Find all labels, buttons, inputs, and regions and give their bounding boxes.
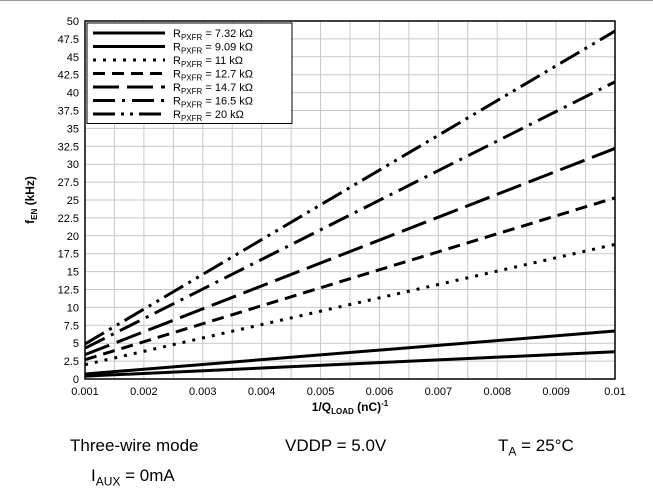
y-tick-label: 5 xyxy=(73,338,79,350)
y-tick-label: 22.5 xyxy=(58,213,79,225)
ta-symbol: T xyxy=(498,436,509,455)
plot-frame xyxy=(84,20,616,380)
y-tick-label: 30 xyxy=(67,159,79,171)
legend-label-2: RPXFR = 9.09 kΩ xyxy=(173,42,253,56)
x-tick-label: 0.01 xyxy=(604,386,625,398)
legend-label-4: RPXFR = 12.7 kΩ xyxy=(173,69,253,83)
y-tick-label: 25 xyxy=(67,195,79,207)
y-tick-label: 2.5 xyxy=(64,356,79,368)
x-tick-label: 0.009 xyxy=(542,386,570,398)
vddp-text: VDDP = 5.0V xyxy=(285,436,387,455)
series-line-4 xyxy=(84,196,616,362)
caption-iaux: IAUX = 0mA xyxy=(91,466,175,488)
iaux-symbol: I xyxy=(91,466,96,485)
x-tick-label: 0.007 xyxy=(425,386,453,398)
chart: 0 2.5 5 7.5 10 12.5 15 17.5 20 22.5 25 27.5 30 32.5 35… xyxy=(23,16,626,416)
series-line-3 xyxy=(84,242,616,367)
series-line-7 xyxy=(84,29,616,346)
ta-subscript: A xyxy=(508,444,517,459)
x-tick-label: 0.005 xyxy=(307,386,335,398)
x-tick-label: 0.003 xyxy=(189,386,217,398)
legend-label-7: RPXFR = 20 kΩ xyxy=(173,109,244,123)
series-group xyxy=(84,29,616,378)
series-line-5 xyxy=(84,147,616,357)
x-axis-title: 1/QLOAD (nC)-1 xyxy=(312,399,389,416)
iaux-subscript: AUX xyxy=(95,474,121,489)
y-tick-label: 35 xyxy=(67,123,79,135)
ta-value: = 25°C xyxy=(516,436,574,455)
y-tick-label: 50 xyxy=(67,16,79,28)
x-tick-label: 0.002 xyxy=(130,386,158,398)
y-tick-label: 15 xyxy=(67,267,79,279)
y-tick-label: 37.5 xyxy=(58,106,79,118)
x-tick-label: 0.004 xyxy=(248,386,276,398)
series-line-2 xyxy=(84,329,616,376)
x-tick-labels: 0.001 0.002 0.003 0.004 0.005 0.006 0.007 0.008… xyxy=(71,386,625,398)
grid xyxy=(84,20,616,380)
legend-label-6: RPXFR = 16.5 kΩ xyxy=(173,96,253,110)
caption-vddp: VDDP = 5.0V xyxy=(285,436,386,456)
y-tick-label: 45 xyxy=(67,52,79,64)
y-tick-label: 47.5 xyxy=(58,34,79,46)
iaux-value: = 0mA xyxy=(120,466,175,485)
y-tick-label: 20 xyxy=(67,231,79,243)
y-tick-label: 32.5 xyxy=(58,141,79,153)
y-axis-title: fEN (kHz) xyxy=(23,176,39,224)
y-tick-label: 17.5 xyxy=(58,249,79,261)
y-tick-label: 7.5 xyxy=(64,320,79,332)
legend-label-1: RPXFR = 7.32 kΩ xyxy=(173,28,253,42)
mode-text: Three-wire mode xyxy=(70,436,199,455)
series-line-1 xyxy=(84,350,616,378)
x-tick-label: 0.006 xyxy=(366,386,394,398)
y-tick-label: 42.5 xyxy=(58,70,79,82)
x-tick-label: 0.008 xyxy=(483,386,511,398)
caption-mode: Three-wire mode xyxy=(70,436,199,456)
legend-label-5: RPXFR = 14.7 kΩ xyxy=(173,82,253,96)
y-tick-labels: 0 2.5 5 7.5 10 12.5 15 17.5 20 22.5 25 27.5 30 32.5 35… xyxy=(58,16,79,386)
y-tick-label: 40 xyxy=(67,88,79,100)
legend-label-3: RPXFR = 11 kΩ xyxy=(173,55,243,69)
y-tick-label: 27.5 xyxy=(58,177,79,189)
y-tick-label: 0 xyxy=(73,374,79,386)
x-tick-label: 0.001 xyxy=(71,386,99,398)
series-line-6 xyxy=(84,80,616,350)
caption-ta: TA = 25°C xyxy=(498,436,574,458)
top-rule xyxy=(0,0,653,1)
y-tick-label: 10 xyxy=(67,302,79,314)
y-tick-label: 12.5 xyxy=(58,285,79,297)
